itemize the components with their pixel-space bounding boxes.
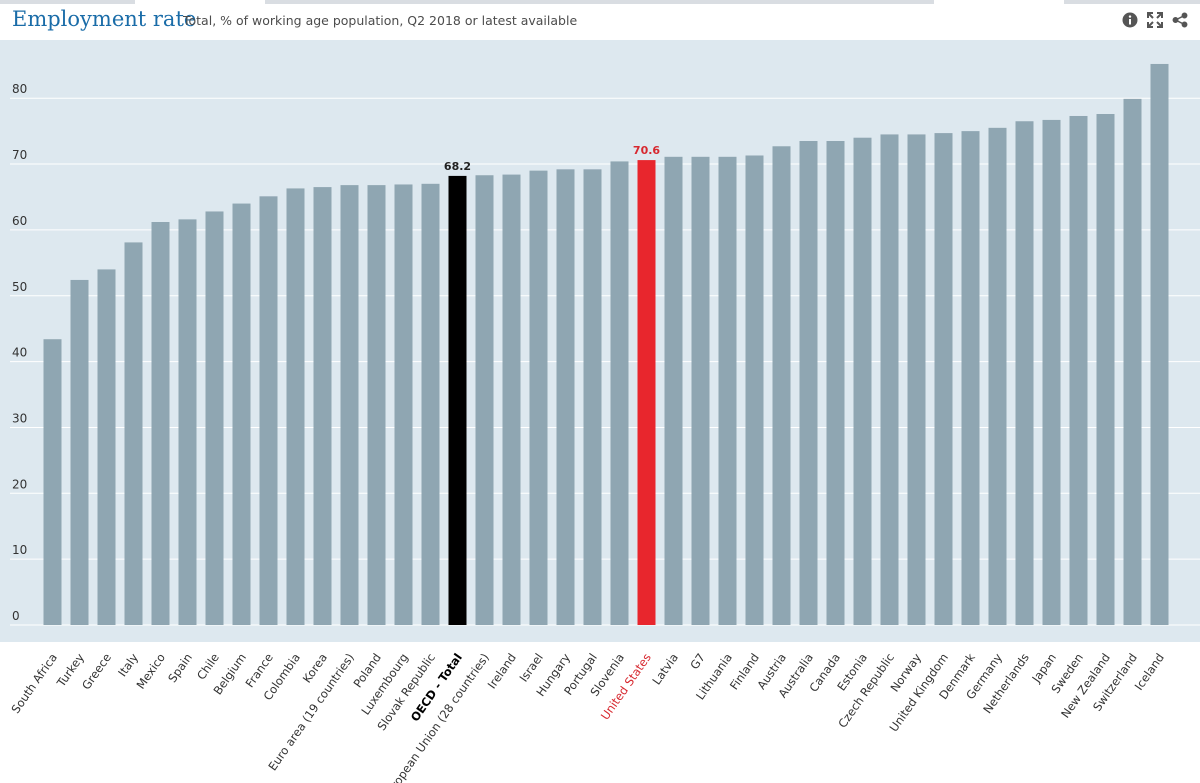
- x-tick-label-g7: G7: [687, 651, 708, 672]
- bar-ireland[interactable]: [502, 174, 521, 625]
- share-icon[interactable]: [1172, 12, 1188, 28]
- bar-lithuania[interactable]: [718, 156, 737, 625]
- y-tick-label: 30: [12, 411, 27, 425]
- bar-european-union-28-countries[interactable]: [475, 175, 494, 625]
- bar-netherlands[interactable]: [1015, 121, 1034, 625]
- tab-strip-segment: [934, 0, 1064, 4]
- bar-new-zealand[interactable]: [1096, 114, 1115, 625]
- bar-australia[interactable]: [799, 141, 818, 625]
- y-tick-label: 10: [12, 543, 27, 557]
- chart-title: Employment rate: [12, 7, 197, 31]
- x-tick-label-mexico: Mexico: [133, 651, 168, 692]
- bar-south-africa[interactable]: [43, 339, 62, 625]
- y-tick-label: 70: [12, 148, 27, 162]
- bar-g7[interactable]: [691, 156, 710, 625]
- bar-germany[interactable]: [988, 127, 1007, 626]
- top-tab-strip: [0, 0, 1200, 4]
- bar-switzerland[interactable]: [1123, 98, 1142, 625]
- bar-france[interactable]: [259, 196, 278, 625]
- bar-iceland[interactable]: [1150, 63, 1169, 625]
- bar-korea[interactable]: [313, 187, 332, 625]
- y-tick-label: 40: [12, 346, 27, 360]
- chart-header: Employment rate Total, % of working age …: [0, 4, 1200, 40]
- info-icon[interactable]: [1122, 12, 1138, 28]
- x-tick-label-ireland: Ireland: [485, 651, 519, 692]
- bar-belgium[interactable]: [232, 203, 251, 625]
- bar-oecd-total[interactable]: [448, 175, 467, 625]
- y-tick-label: 20: [12, 477, 27, 491]
- y-tick-label: 50: [12, 280, 27, 294]
- bar-luxembourg[interactable]: [394, 184, 413, 625]
- bar-canada[interactable]: [826, 141, 845, 625]
- bar-greece[interactable]: [97, 269, 116, 625]
- y-tick-label: 0: [12, 609, 20, 623]
- tab-strip-segment: [135, 0, 265, 4]
- bar-italy[interactable]: [124, 242, 143, 625]
- bar-poland[interactable]: [367, 185, 386, 625]
- bar-israel[interactable]: [529, 170, 548, 625]
- bar-finland[interactable]: [745, 155, 764, 625]
- chart-toolbar: [1122, 12, 1188, 28]
- x-tick-label-latvia: Latvia: [649, 651, 681, 688]
- employment-rate-bar-chart: 0 10 20 30 40 50 60 70 80 68.2 70.6 South AfricaT…: [0, 40, 1200, 783]
- bar-slovenia[interactable]: [610, 161, 629, 625]
- bar-spain[interactable]: [178, 219, 197, 625]
- y-tick-label: 60: [12, 214, 27, 228]
- bar-mexico[interactable]: [151, 221, 170, 626]
- x-tick-label-spain: Spain: [165, 651, 195, 685]
- bar-euro-area-19-countries[interactable]: [340, 185, 359, 625]
- bar-chile[interactable]: [205, 211, 224, 625]
- x-tick-label-italy: Italy: [115, 651, 141, 680]
- y-tick-label: 80: [12, 82, 27, 96]
- bar-turkey[interactable]: [70, 279, 89, 625]
- bar-czech-republic[interactable]: [880, 134, 899, 625]
- bar-hungary[interactable]: [556, 169, 575, 625]
- bar-norway[interactable]: [907, 134, 926, 625]
- value-labels: 68.2 70.6: [444, 144, 660, 173]
- chart-subtitle: Total, % of working age population, Q2 2…: [183, 13, 578, 28]
- bar-latvia[interactable]: [664, 156, 683, 625]
- value-label-united-states: 70.6: [633, 144, 660, 157]
- bar-united-states[interactable]: [637, 160, 656, 625]
- expand-icon[interactable]: [1147, 12, 1163, 28]
- x-tick-label-south-africa: South Africa: [8, 651, 60, 716]
- bar-japan[interactable]: [1042, 119, 1061, 626]
- bar-portugal[interactable]: [583, 169, 602, 625]
- bar-united-kingdom[interactable]: [934, 133, 953, 625]
- bar-sweden[interactable]: [1069, 115, 1088, 626]
- bar-slovak-republic[interactable]: [421, 183, 440, 625]
- bar-colombia[interactable]: [286, 188, 305, 626]
- y-axis: 0 10 20 30 40 50 60 70 80: [12, 82, 27, 623]
- bar-denmark[interactable]: [961, 131, 980, 625]
- value-label-oecd-total: 68.2: [444, 160, 471, 173]
- bar-austria[interactable]: [772, 146, 791, 625]
- bar-estonia[interactable]: [853, 137, 872, 625]
- bars: [43, 63, 1169, 626]
